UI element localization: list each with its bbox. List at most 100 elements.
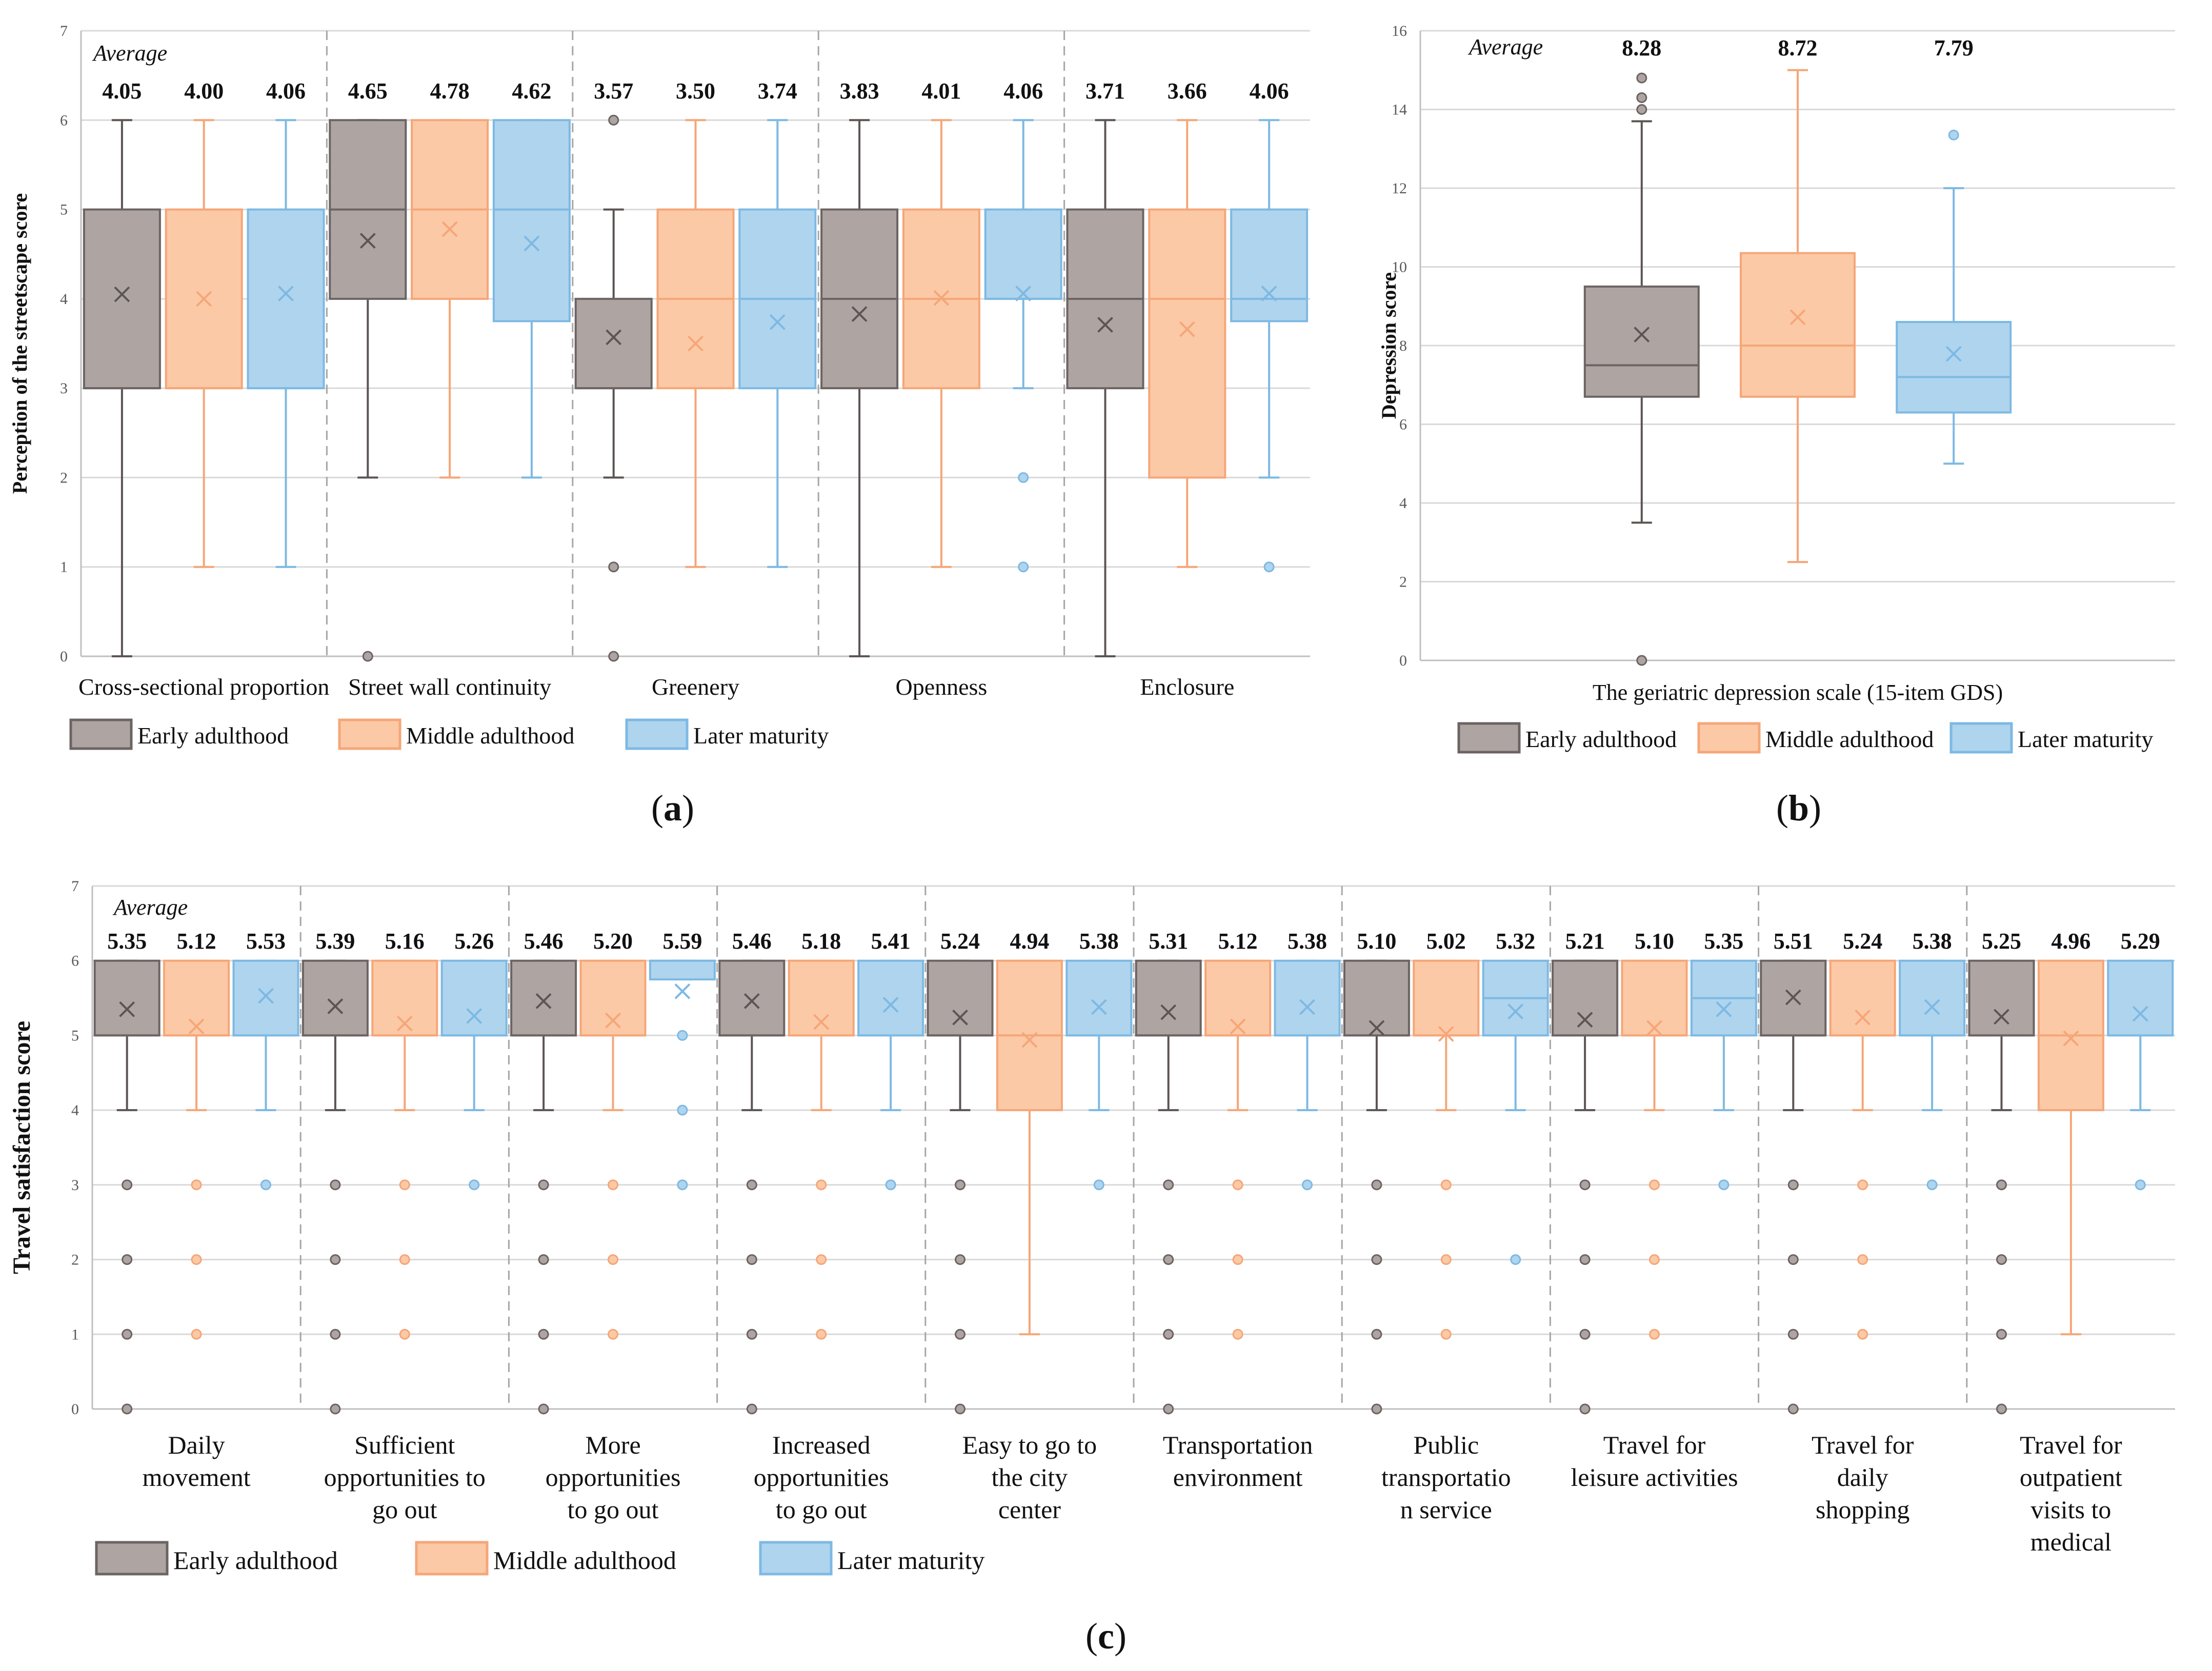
- mean-marker: [188, 1018, 205, 1035]
- average-value: 4.06: [266, 78, 306, 104]
- box-early-adulthood: 4.05: [83, 78, 161, 657]
- box-later-maturity: 5.35: [1690, 929, 1757, 1191]
- category-transportation-environment: 5.31 5.12 5.38 Transportation environment: [1135, 929, 1341, 1492]
- category-label-line: n service: [1400, 1495, 1492, 1524]
- category-daily-movement: 5.35 5.12 5.53 Daily movement: [93, 929, 299, 1492]
- outlier-point: [330, 1254, 341, 1265]
- category-label: Cross-sectional proportion: [78, 674, 329, 700]
- category-label-line: medical: [2030, 1527, 2112, 1556]
- category-label: Openness: [895, 674, 987, 700]
- category-travel-for-outpatient-visits-to-medical: 5.25 4.96 5.29 Travel for outpatient visits t…: [1968, 929, 2174, 1556]
- category-label: Travel for daily shopping: [1812, 1431, 1914, 1524]
- iqr-box: [232, 959, 299, 1037]
- iqr-box: [984, 208, 1062, 300]
- outlier-point: [885, 1179, 896, 1191]
- category-label-line: Enclosure: [1140, 674, 1234, 700]
- outlier-point: [260, 1179, 271, 1191]
- iqr-box: [1896, 320, 2012, 414]
- panel-label: (b): [1776, 788, 1821, 829]
- outlier-point: [816, 1328, 827, 1340]
- category-label-line: visits to: [2030, 1495, 2111, 1524]
- iqr-box: [1343, 959, 1410, 1037]
- outlier-point: [1787, 1179, 1799, 1191]
- category-label: Easy to go to the city center: [962, 1431, 1097, 1524]
- average-value: 5.51: [1774, 929, 1813, 954]
- legend-label-middle-adulthood: Middle adulthood: [493, 1546, 676, 1575]
- outlier-point: [362, 651, 373, 662]
- outlier-point: [1857, 1328, 1868, 1340]
- mean-marker: [196, 291, 212, 307]
- mean-marker: [535, 993, 552, 1009]
- category-label: Transportation environment: [1163, 1431, 1313, 1492]
- average-value: 4.01: [921, 78, 961, 104]
- mean-marker: [769, 314, 786, 330]
- average-value: 5.38: [1079, 929, 1119, 954]
- outlier-point: [538, 1403, 549, 1415]
- category-label-line: Travel for: [2020, 1431, 2122, 1459]
- mean-marker: [1634, 327, 1650, 343]
- box-early-adulthood: 8.28: [1583, 35, 1700, 666]
- average-value: 5.02: [1426, 929, 1466, 954]
- outlier-point: [1857, 1179, 1868, 1191]
- y-tick-label: 8: [1399, 337, 1407, 354]
- category-public-transportatio-n-service: 5.10 5.02 5.32 Public transportatio n service: [1343, 929, 1549, 1524]
- y-tick-label: 0: [60, 648, 68, 665]
- category-label-line: Travel for: [1603, 1431, 1706, 1459]
- iqr-box: [1274, 959, 1341, 1037]
- iqr-box: [1204, 959, 1272, 1037]
- y-tick-label: 5: [71, 1027, 79, 1044]
- mean-marker: [1369, 1020, 1385, 1036]
- outlier-point: [399, 1254, 410, 1265]
- average-value: 5.38: [1288, 929, 1327, 954]
- mean-marker: [1015, 285, 1032, 301]
- box-early-adulthood: 5.35: [93, 929, 160, 1415]
- average-value: 5.26: [454, 929, 494, 954]
- mean-marker: [1299, 999, 1315, 1015]
- outlier-point: [191, 1254, 202, 1265]
- mean-marker: [605, 1012, 621, 1029]
- outlier-point: [1636, 104, 1647, 115]
- mean-marker: [524, 235, 540, 252]
- average-value: 5.32: [1496, 929, 1535, 954]
- panel-c-chart: 0 1 2 3 4 5 6 7 Travel satisfaction score Average…: [8, 878, 2175, 1657]
- box-middle-adulthood: 5.16: [371, 929, 438, 1340]
- outlier-point: [1163, 1403, 1174, 1415]
- average-value: 3.74: [758, 78, 797, 104]
- outlier-point: [1649, 1179, 1660, 1191]
- y-tick-label: 1: [60, 559, 68, 576]
- box-early-adulthood: 5.39: [301, 929, 369, 1415]
- panel-label-letter: b: [1788, 788, 1809, 829]
- outlier-point: [1649, 1328, 1660, 1340]
- mean-marker: [2132, 1005, 2148, 1022]
- iqr-box: [927, 959, 994, 1037]
- category-label: Greenery: [652, 674, 739, 700]
- category-easy-to-go-to-the-city-center: 5.24 4.94 5.38 Easy to go to the city center: [927, 929, 1133, 1524]
- outlier-point: [2135, 1179, 2146, 1191]
- average-value: 4.65: [348, 78, 388, 104]
- box-later-maturity: 4.06: [247, 78, 325, 568]
- outlier-point: [1636, 72, 1647, 84]
- outlier-point: [608, 1179, 618, 1191]
- y-tick-label: 3: [71, 1177, 79, 1194]
- panel-label-close: ): [1114, 1616, 1127, 1657]
- outlier-point: [1440, 1328, 1452, 1340]
- box-early-adulthood: 5.10: [1343, 929, 1410, 1415]
- panel-b-chart: 0 2 4 6 8 10 12 14 16 Depression score Average 8.28…: [1377, 23, 2175, 829]
- box-early-adulthood: 3.71: [1066, 78, 1144, 657]
- box-later-maturity: 5.32: [1482, 929, 1549, 1265]
- outlier-point: [1926, 1179, 1938, 1191]
- legend-swatch-later-maturity: [759, 1541, 833, 1576]
- box-later-maturity: 5.26: [440, 929, 508, 1191]
- category-travel-for-daily-shopping: 5.51 5.24 5.38 Travel for daily shopping: [1760, 929, 1966, 1524]
- category-label-line: Public: [1413, 1431, 1479, 1459]
- average-value: 5.16: [385, 929, 425, 954]
- outlier-point: [399, 1328, 410, 1340]
- outlier-point: [955, 1328, 966, 1340]
- mean-marker: [1994, 1009, 2009, 1025]
- legend-label-middle-adulthood: Middle adulthood: [1765, 726, 1934, 752]
- box-later-maturity: 5.38: [1065, 929, 1133, 1191]
- outlier-point: [1636, 655, 1647, 666]
- legend-label-middle-adulthood: Middle adulthood: [406, 722, 574, 749]
- average-value: 4.05: [102, 78, 142, 104]
